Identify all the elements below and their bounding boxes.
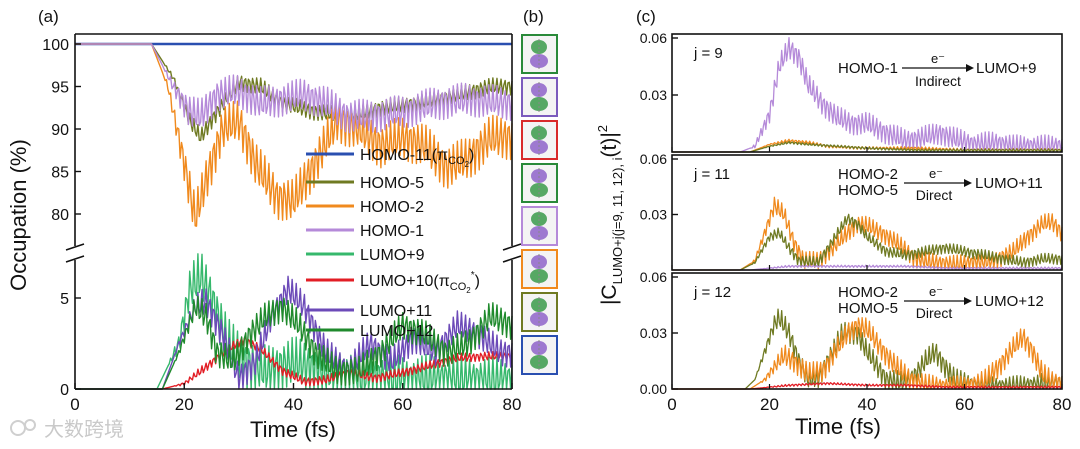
panel-c-series-homo-1-lumo-9: [672, 36, 1063, 153]
svg-text:HOMO-2: HOMO-2: [838, 166, 898, 183]
legend-label: LUMO+9: [360, 247, 425, 264]
svg-text:HOMO-5: HOMO-5: [838, 300, 898, 317]
svg-text:e⁻: e⁻: [929, 166, 943, 181]
svg-text:Indirect: Indirect: [915, 73, 961, 89]
svg-text:e⁻: e⁻: [931, 51, 945, 66]
panel-c-xtick-label: 0: [667, 395, 676, 414]
svg-text:HOMO-5: HOMO-5: [838, 182, 898, 199]
panel-a-ytick-label: 80: [51, 207, 69, 224]
panel-c-xtick-label: 20: [760, 395, 779, 414]
svg-text:LUMO+9: LUMO+9: [976, 60, 1036, 77]
panel-a-axis-break: [65, 243, 522, 263]
svg-text:Direct: Direct: [916, 187, 953, 203]
legend-label: HOMO-1: [360, 223, 424, 240]
svg-text:LUMO+11: LUMO+11: [975, 175, 1043, 192]
panel-label-c: (c): [636, 7, 656, 26]
panel-a-xtick-label: 20: [175, 395, 194, 414]
watermark: 大数跨境: [10, 417, 124, 441]
panel-c-ytick-label: 0.03: [640, 87, 667, 103]
panel-c-y-axis-label: |CLUMO+j(j=9, 11, 12), i(t)|2: [595, 125, 625, 305]
legend-entry-lumo-9: LUMO+9: [306, 247, 425, 264]
panel-a-legend: HOMO-11(πCO2) HOMO-5 HOMO-2 HOMO-1 LUMO+9 LUM…: [306, 147, 480, 340]
panel-c-subplot-label: j = 12: [693, 284, 731, 301]
panel-c-ytick-label: 0.06: [640, 269, 667, 285]
panel-a-xtick-label: 60: [393, 395, 412, 414]
panel-a-ytick-label: 0: [60, 382, 69, 399]
svg-text:e⁻: e⁻: [929, 284, 943, 299]
panel-a-ytick-label: 95: [51, 80, 69, 97]
panel-c-subplot-label: j = 11: [693, 166, 730, 183]
panel-a-ticks: 80 85 90 95 100 0 5 0 20 40 60 80: [42, 37, 521, 414]
panel-c-series-homo-5-lumo-12: [672, 308, 1063, 390]
legend-label: LUMO+10(πCO2*): [360, 270, 480, 295]
panel-c-xtick-label: 80: [1053, 395, 1072, 414]
panel-a-xtick-label: 0: [70, 395, 79, 414]
legend-label: LUMO+12: [360, 323, 433, 340]
legend-entry-homo-2: HOMO-2: [306, 199, 424, 216]
watermark-text: 大数跨境: [44, 417, 124, 441]
legend-entry-lumo-11: LUMO+11: [306, 303, 432, 320]
panel-c-subplot-j9: 0.06 0.03 j = 9 HOMO-1 e⁻ Indirect LUMO+9: [640, 30, 1063, 153]
legend-entry-homo-1: HOMO-1: [306, 223, 424, 240]
legend-entry-lumo-12: LUMO+12: [306, 323, 433, 340]
svg-text:HOMO-2: HOMO-2: [838, 284, 898, 301]
panel-c-ytick-label: 0.00: [640, 381, 667, 397]
panel-a-y-axis-label: Occupation (%): [6, 139, 31, 291]
homo-2-orbital: [521, 120, 558, 160]
panel-c-transition-annotation: HOMO-1 e⁻ Indirect LUMO+9: [838, 51, 1036, 89]
panel-a-xtick-label: 80: [503, 395, 522, 414]
panel-a-x-axis-label: Time (fs): [250, 417, 336, 442]
legend-entry-lumo-10: LUMO+10(πCO2*): [306, 270, 480, 295]
panel-c-coefficient-chart: 0.060.03j = 9HOMO-1e⁻IndirectLUMO+90.060…: [640, 30, 1072, 414]
panel-c-x-axis-label: Time (fs): [795, 414, 881, 439]
svg-text:HOMO-1: HOMO-1: [838, 60, 898, 77]
svg-text:Direct: Direct: [916, 305, 953, 321]
legend-label: HOMO-2: [360, 199, 424, 216]
lumo-9-orbital: [521, 206, 558, 246]
legend-entry-homo-5: HOMO-5: [306, 175, 424, 192]
homo-1-orbital: [521, 163, 558, 203]
panel-label-b: (b): [523, 7, 544, 26]
legend-label: HOMO-11(πCO2): [360, 147, 474, 169]
panel-c-subplot-frame: [671, 33, 1063, 153]
homo-5-orbital: [521, 77, 558, 117]
homo-11-orbital: [521, 34, 558, 74]
lumo-10-orbital: [521, 249, 558, 289]
legend-entry-homo-11: HOMO-11(πCO2): [306, 147, 474, 169]
panel-a-series-layer: [75, 42, 513, 390]
lumo-11-orbital: [521, 292, 558, 332]
panel-a-ytick-label: 5: [60, 291, 69, 308]
panel-a-occupation-chart: 80 85 90 95 100 0 5 0 20 40 60 80 Time (fs) Occupat…: [6, 33, 522, 442]
panel-c-ytick-label: 0.03: [640, 207, 667, 223]
panel-c-xtick-label: 60: [955, 395, 974, 414]
panel-label-a: (a): [38, 7, 59, 26]
panel-a-ytick-label: 90: [51, 122, 69, 139]
lumo-12-orbital: [521, 335, 558, 375]
panel-c-ytick-label: 0.03: [640, 325, 667, 341]
panel-a-series-homo-1: [75, 43, 513, 134]
legend-label: HOMO-5: [360, 175, 424, 192]
panel-a-xtick-label: 40: [284, 395, 303, 414]
panel-a-ytick-label: 85: [51, 165, 69, 182]
panel-c-xtick-label: 40: [858, 395, 877, 414]
svg-text:LUMO+12: LUMO+12: [975, 293, 1044, 310]
watermark-logo-icon: [10, 420, 26, 436]
panel-c-ytick-label: 0.06: [640, 151, 667, 167]
panel-c-subplot-label: j = 9: [693, 45, 723, 62]
panel-b-orbital-images: [521, 34, 558, 375]
panel-a-ytick-label: 100: [42, 37, 69, 54]
panel-c-ytick-label: 0.06: [640, 30, 667, 46]
panel-a-series-homo-2: [75, 43, 513, 227]
legend-label: LUMO+11: [360, 303, 432, 320]
